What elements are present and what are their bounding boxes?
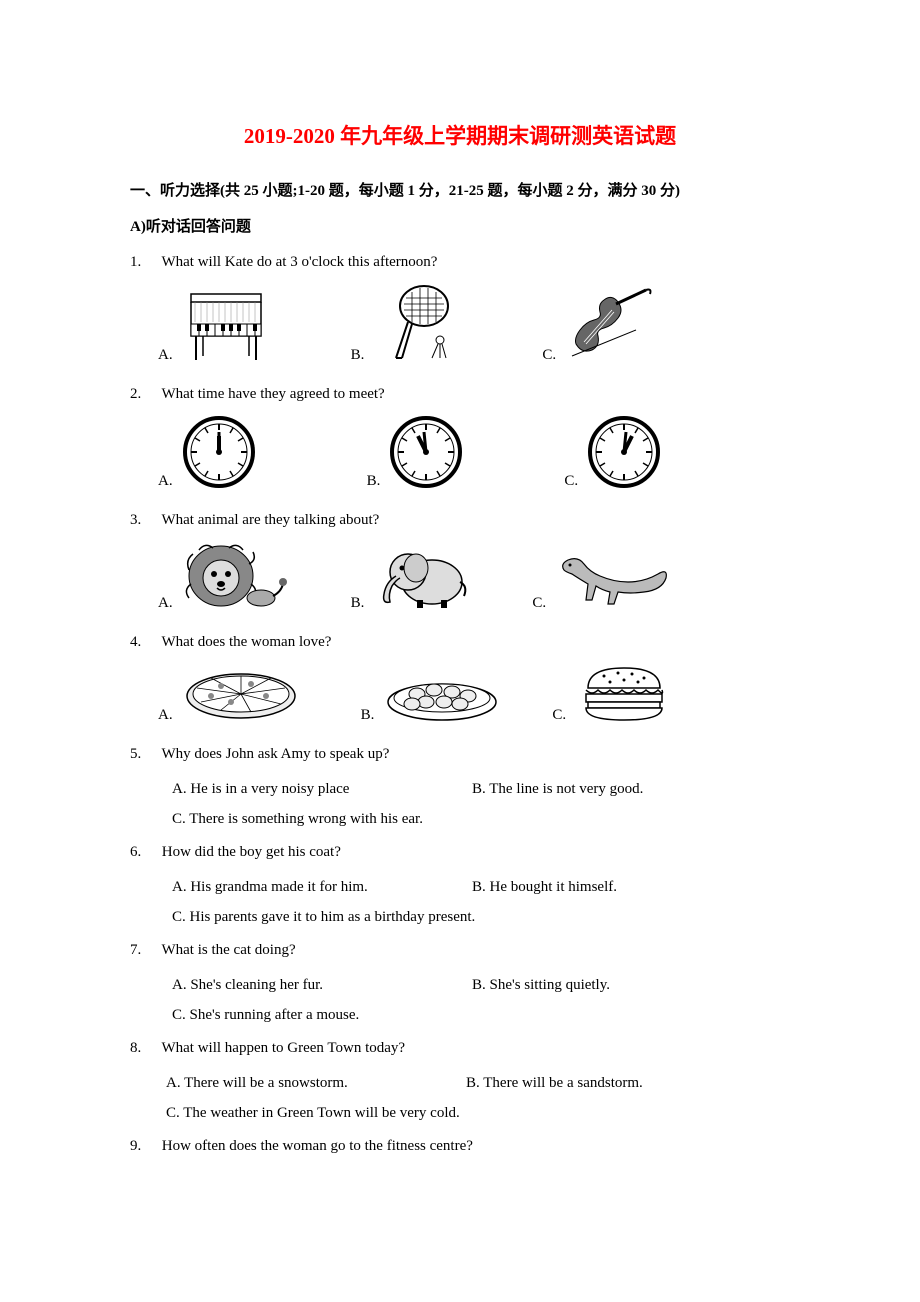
option-c: C. (564, 414, 662, 490)
question-text: 3. What animal are they talking about? (130, 508, 790, 532)
option-label: B. (351, 347, 365, 364)
option-a: A. (158, 414, 257, 490)
question-body: What time have they agreed to meet? (161, 386, 384, 402)
subsection-a-header: A)听对话回答问题 (130, 215, 790, 236)
question-text: 9. How often does the woman go to the fi… (130, 1134, 790, 1158)
option-a: A. (158, 540, 291, 612)
option-label: A. (158, 707, 173, 724)
image-options-row: A. B. (158, 540, 790, 612)
question-text: 1. What will Kate do at 3 o'clock this a… (130, 250, 790, 274)
question-number: 8. (130, 1036, 158, 1060)
option-a: A. There will be a snowstorm. (166, 1068, 466, 1098)
option-b: B. He bought it himself. (472, 872, 790, 902)
question-number: 4. (130, 630, 158, 654)
exam-page: 2019-2020 年九年级上学期期末调研测英语试题 一、听力选择(共 25 小… (0, 0, 920, 1302)
question-text: 5. Why does John ask Amy to speak up? (130, 742, 790, 766)
option-b: B. (367, 414, 465, 490)
option-label: C. (564, 473, 578, 490)
option-b: B. There will be a sandstorm. (466, 1068, 790, 1098)
question-body: How often does the woman go to the fitne… (162, 1138, 473, 1154)
option-c: C. (542, 286, 659, 364)
question-number: 7. (130, 938, 158, 962)
option-label: C. (542, 347, 556, 364)
option-c: C. She's running after a mouse. (172, 1000, 790, 1030)
text-options: A. She's cleaning her fur. B. She's sitt… (172, 970, 790, 1030)
option-c: C. (532, 546, 674, 612)
badminton-icon (372, 282, 462, 364)
question-2: 2. What time have they agreed to meet? A… (130, 382, 790, 490)
dumplings-icon (382, 668, 502, 724)
clock-12-icon (181, 414, 257, 490)
question-number: 3. (130, 508, 158, 532)
option-a: A. She's cleaning her fur. (172, 970, 472, 1000)
question-text: 2. What time have they agreed to meet? (130, 382, 790, 406)
option-b: B. (351, 542, 483, 612)
violin-icon (564, 286, 659, 364)
option-a: A. He is in a very noisy place (172, 774, 472, 804)
image-options-row: A. (158, 282, 790, 364)
option-b: B. (351, 282, 463, 364)
option-label: A. (158, 595, 173, 612)
option-b: B. The line is not very good. (472, 774, 790, 804)
option-label: A. (158, 347, 173, 364)
option-label: A. (158, 473, 173, 490)
question-body: What animal are they talking about? (161, 512, 379, 528)
question-body: Why does John ask Amy to speak up? (161, 746, 389, 762)
hamburger-icon (574, 662, 674, 724)
option-label: C. (532, 595, 546, 612)
option-label: B. (367, 473, 381, 490)
pizza-icon (181, 666, 301, 724)
question-9: 9. How often does the woman go to the fi… (130, 1134, 790, 1158)
exam-title: 2019-2020 年九年级上学期期末调研测英语试题 (130, 120, 790, 150)
text-options: A. There will be a snowstorm. B. There w… (166, 1068, 790, 1128)
option-b: B. She's sitting quietly. (472, 970, 790, 1000)
text-options: A. He is in a very noisy place B. The li… (172, 774, 790, 834)
text-options: A. His grandma made it for him. B. He bo… (172, 872, 790, 932)
option-c: C. The weather in Green Town will be ver… (166, 1098, 790, 1128)
option-c: C. There is something wrong with his ear… (172, 804, 790, 834)
option-c: C. His parents gave it to him as a birth… (172, 902, 790, 932)
image-options-row: A. B. (158, 662, 790, 724)
question-number: 6. (130, 840, 158, 864)
option-b: B. (361, 668, 503, 724)
question-8: 8. What will happen to Green Town today?… (130, 1036, 790, 1128)
question-text: 6. How did the boy get his coat? (130, 840, 790, 864)
question-number: 2. (130, 382, 158, 406)
option-a: A. (158, 666, 301, 724)
option-a: A. His grandma made it for him. (172, 872, 472, 902)
question-number: 9. (130, 1134, 158, 1158)
option-label: B. (351, 595, 365, 612)
elephant-icon (372, 542, 482, 612)
question-body: What will Kate do at 3 o'clock this afte… (161, 254, 437, 270)
question-body: What does the woman love? (161, 634, 331, 650)
section-1-header: 一、听力选择(共 25 小题;1-20 题，每小题 1 分，21-25 题，每小… (130, 178, 790, 205)
question-body: What is the cat doing? (161, 942, 295, 958)
image-options-row: A. B. (158, 414, 790, 490)
question-4: 4. What does the woman love? A. B. (130, 630, 790, 724)
question-text: 7. What is the cat doing? (130, 938, 790, 962)
question-body: How did the boy get his coat? (162, 844, 341, 860)
dinosaur-icon (554, 546, 674, 612)
question-text: 4. What does the woman love? (130, 630, 790, 654)
question-7: 7. What is the cat doing? A. She's clean… (130, 938, 790, 1030)
clock-105-icon (586, 414, 662, 490)
option-label: B. (361, 707, 375, 724)
clock-1155-icon (388, 414, 464, 490)
option-c: C. (552, 662, 674, 724)
lion-icon (181, 540, 291, 612)
question-number: 5. (130, 742, 158, 766)
question-body: What will happen to Green Town today? (161, 1040, 405, 1056)
question-1: 1. What will Kate do at 3 o'clock this a… (130, 250, 790, 364)
question-text: 8. What will happen to Green Town today? (130, 1036, 790, 1060)
question-number: 1. (130, 250, 158, 274)
question-6: 6. How did the boy get his coat? A. His … (130, 840, 790, 932)
option-label: C. (552, 707, 566, 724)
question-3: 3. What animal are they talking about? A… (130, 508, 790, 612)
question-5: 5. Why does John ask Amy to speak up? A.… (130, 742, 790, 834)
option-a: A. (158, 286, 271, 364)
piano-icon (181, 286, 271, 364)
